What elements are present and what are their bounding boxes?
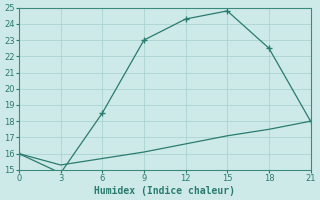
X-axis label: Humidex (Indice chaleur): Humidex (Indice chaleur) [94, 186, 235, 196]
